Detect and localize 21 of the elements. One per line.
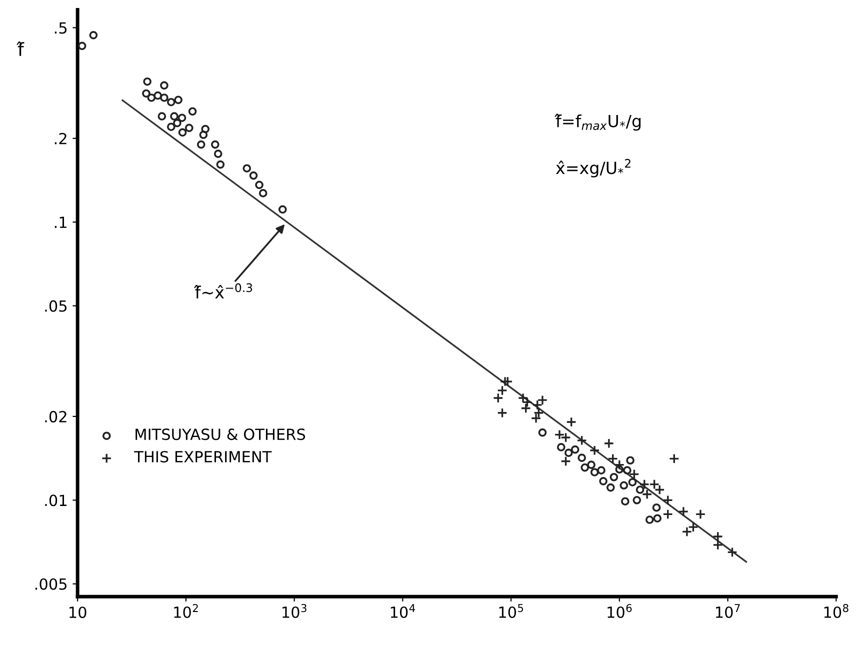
- y-tick-label: .005: [35, 578, 67, 590]
- y-tick-label: .01: [45, 494, 66, 506]
- y-tick-label: .05: [45, 300, 67, 312]
- y-tick-label: .2: [54, 132, 66, 144]
- annotation: f̂=f$_{max}$U$_{*}$/g: [554, 114, 641, 131]
- annotation: f̂~x̂$^{−0.3}$: [194, 283, 252, 298]
- y-axis-title: f̂: [16, 41, 24, 56]
- x-tick-label: 10$^{2}$: [174, 604, 198, 618]
- x-tick-label: 10$^{5}$: [499, 604, 524, 618]
- x-tick-label: 10$^{6}$: [608, 604, 632, 618]
- x-tick-label: 10$^{7}$: [716, 604, 740, 618]
- annotation: x̂=xg/U$_{*}$$^{2}$: [556, 158, 630, 178]
- x-tick-label: 10$^{8}$: [824, 604, 848, 618]
- x-tick-label: 10$^{4}$: [390, 604, 416, 618]
- legend-label: THIS EXPERIMENT: [134, 450, 272, 463]
- x-tick-label: 10$^{3}$: [282, 604, 306, 618]
- legend-label: MITSUYASU & OTHERS: [136, 428, 306, 440]
- y-tick-label: .5: [54, 22, 67, 34]
- x-tick-label: 10: [70, 606, 86, 618]
- y-tick-label: .02: [45, 410, 66, 422]
- y-tick-label: .1: [54, 216, 66, 228]
